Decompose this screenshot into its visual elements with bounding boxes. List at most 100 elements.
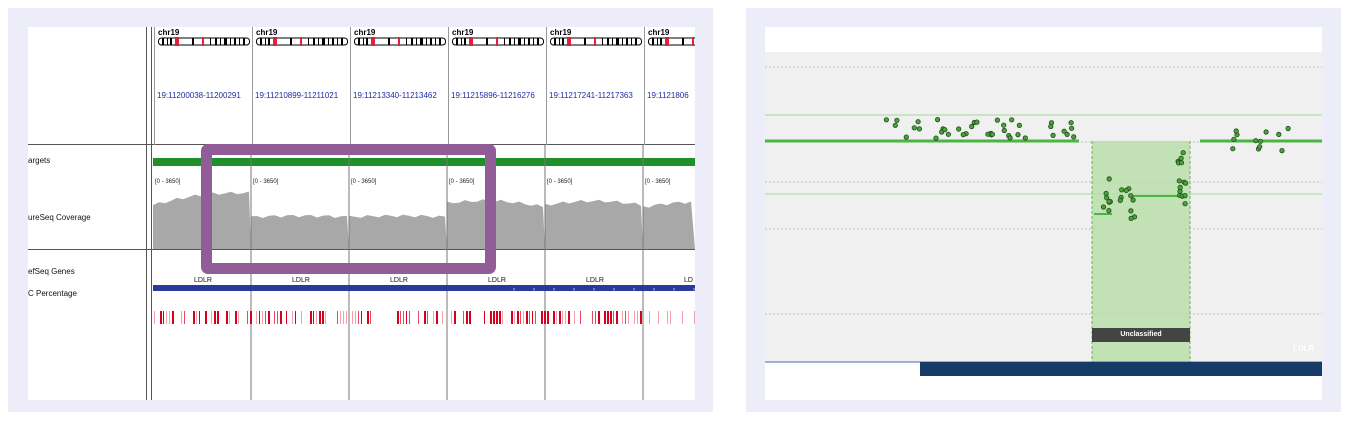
gc-stripe bbox=[616, 311, 618, 324]
gc-stripe bbox=[613, 311, 614, 324]
data-point bbox=[1050, 132, 1056, 139]
gc-stripe bbox=[262, 311, 263, 324]
track-label-coverage[interactable]: ureSeq Coverage bbox=[28, 213, 91, 222]
data-point bbox=[903, 134, 909, 140]
data-point bbox=[1128, 215, 1134, 221]
gc-stripe bbox=[658, 311, 659, 324]
gc-stripe bbox=[544, 311, 546, 324]
gc-stripe bbox=[301, 311, 302, 324]
locus-header[interactable]: chr19 19:11210899-11211021 bbox=[252, 27, 350, 145]
data-point bbox=[1001, 122, 1007, 128]
gc-stripe bbox=[358, 311, 359, 324]
gc-stripe bbox=[193, 311, 195, 324]
locus-range: 19:11217241-11217363 bbox=[549, 91, 633, 100]
gene-track-label: LDLR bbox=[1293, 344, 1315, 353]
gc-stripe bbox=[268, 311, 270, 324]
gc-stripe bbox=[649, 311, 650, 324]
chromosome-ideogram-icon bbox=[648, 37, 695, 46]
locus-header[interactable]: chr19 19:11217241-11217363 bbox=[546, 27, 644, 145]
data-point bbox=[1071, 134, 1077, 140]
gc-stripe bbox=[598, 311, 600, 324]
track-label-gc-percentage[interactable]: C Percentage bbox=[28, 289, 77, 298]
gc-stripe bbox=[199, 311, 200, 324]
data-point bbox=[1257, 138, 1263, 144]
data-point bbox=[935, 117, 941, 123]
panel-divider bbox=[151, 27, 152, 400]
data-point bbox=[1177, 184, 1183, 190]
igv-data-tracks[interactable]: › › › › › › › › › › bbox=[153, 145, 695, 400]
data-point bbox=[1178, 160, 1185, 166]
gc-stripe bbox=[274, 311, 275, 324]
chromosome-label: chr19 bbox=[354, 28, 376, 37]
gc-stripe bbox=[406, 311, 407, 324]
data-point bbox=[1285, 125, 1291, 132]
locus-header[interactable]: chr19 19:11200038-11200291 bbox=[154, 27, 252, 145]
data-point bbox=[1048, 123, 1054, 130]
data-point bbox=[933, 135, 939, 141]
gc-stripe bbox=[637, 311, 638, 324]
locus-header[interactable]: chr19 19:11215896-11216276 bbox=[448, 27, 546, 145]
strand-arrow-icon: › bbox=[593, 287, 595, 293]
region-label[interactable]: Unclassified bbox=[1092, 328, 1190, 342]
scatter-view: Unclassified LDLR bbox=[765, 27, 1322, 400]
chromosome-ideogram-icon bbox=[158, 37, 250, 46]
gc-stripe bbox=[286, 311, 287, 324]
gc-stripe bbox=[667, 311, 668, 324]
data-point bbox=[1068, 120, 1074, 126]
gc-stripe bbox=[154, 311, 155, 324]
gc-stripe bbox=[565, 311, 566, 324]
gc-stripe bbox=[442, 311, 443, 324]
data-point bbox=[1230, 146, 1236, 152]
chromosome-label: chr19 bbox=[550, 28, 572, 37]
data-point bbox=[1117, 197, 1123, 203]
chromosome-ideogram-icon bbox=[354, 37, 446, 46]
track-label-targets[interactable]: argets bbox=[28, 156, 51, 165]
coverage-area bbox=[447, 199, 545, 249]
gc-stripe bbox=[169, 311, 170, 324]
strand-arrow-icon: › bbox=[653, 287, 655, 293]
locus-range: 19:11200038-11200291 bbox=[157, 91, 241, 100]
gc-stripe bbox=[226, 311, 228, 324]
scatter-panel: Unclassified LDLR bbox=[746, 8, 1341, 412]
data-point bbox=[956, 126, 962, 132]
coverage-range-label: [0 - 3650] bbox=[351, 179, 377, 185]
data-point bbox=[989, 131, 995, 137]
gc-stripe bbox=[322, 311, 324, 324]
data-point bbox=[1068, 125, 1075, 131]
gc-stripe bbox=[640, 311, 642, 324]
gc-stripe bbox=[172, 311, 174, 324]
strand-arrow-icon: › bbox=[693, 287, 695, 293]
track-label-refseq-genes[interactable]: efSeq Genes bbox=[28, 267, 75, 276]
chromosome-label: chr19 bbox=[648, 28, 670, 37]
coverage-area bbox=[251, 215, 349, 249]
plot-background bbox=[765, 52, 1322, 362]
coverage-area bbox=[643, 201, 695, 249]
gene-label: LDLR bbox=[390, 277, 408, 284]
gc-stripe bbox=[451, 311, 452, 324]
igv-panel: argets ureSeq Coverage efSeq Genes C Per… bbox=[8, 8, 713, 412]
gene-label: LDLR bbox=[488, 277, 506, 284]
gc-stripe bbox=[184, 311, 185, 324]
gc-stripe bbox=[580, 311, 581, 324]
gc-stripe bbox=[367, 311, 369, 324]
data-point bbox=[894, 117, 900, 123]
gc-stripe bbox=[409, 311, 410, 324]
gc-stripe bbox=[346, 311, 347, 324]
highlight-box bbox=[201, 144, 496, 274]
data-point bbox=[883, 117, 890, 123]
data-point bbox=[911, 125, 917, 131]
strand-arrow-icon: › bbox=[553, 287, 555, 293]
gc-stripe bbox=[541, 311, 543, 324]
coverage-scatter-plot[interactable] bbox=[765, 27, 1322, 400]
data-point bbox=[1182, 193, 1188, 199]
locus-header[interactable]: chr19 19:11213340-11213462 bbox=[350, 27, 448, 145]
coverage-range-label: [0 - 3650] bbox=[645, 179, 671, 185]
gc-stripe bbox=[574, 311, 575, 324]
gc-stripe bbox=[610, 311, 612, 324]
gc-stripe bbox=[235, 311, 237, 324]
gc-stripe bbox=[526, 311, 528, 324]
chromosome-ideogram-icon bbox=[256, 37, 348, 46]
locus-header[interactable]: chr19 19:1121806 bbox=[644, 27, 695, 145]
gc-stripe bbox=[547, 311, 549, 324]
gc-stripe bbox=[532, 311, 533, 324]
